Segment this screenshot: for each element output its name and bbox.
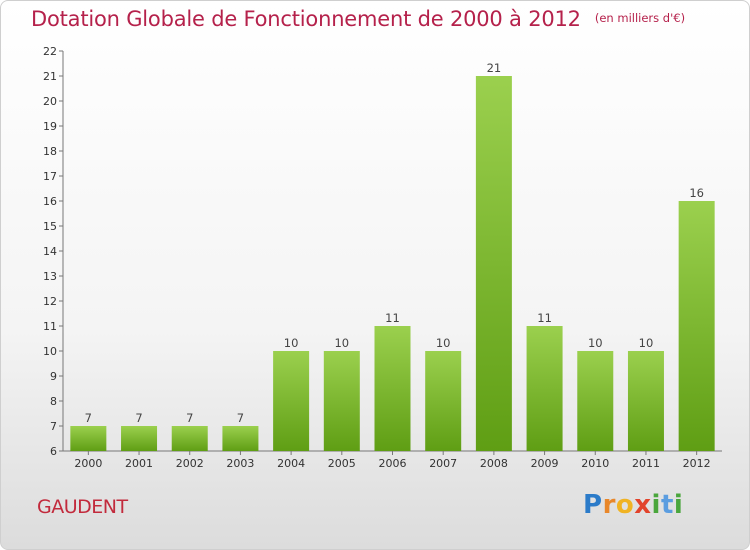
y-tick-label: 22 (43, 45, 57, 58)
title-unit: (en milliers d'€) (594, 11, 686, 25)
bar-value-label: 11 (385, 311, 400, 325)
y-tick-label: 13 (43, 270, 57, 283)
bar (425, 351, 462, 451)
bar-value-label: 10 (436, 336, 451, 350)
x-tick-label: 2012 (683, 457, 711, 470)
bar (526, 326, 563, 451)
bar (273, 351, 310, 451)
x-tick-label: 2003 (226, 457, 254, 470)
y-tick-label: 7 (50, 420, 57, 433)
x-tick-label: 2006 (379, 457, 407, 470)
y-tick-label: 14 (43, 245, 57, 258)
bar-value-label: 10 (284, 336, 299, 350)
y-tick-label: 20 (43, 95, 57, 108)
bar (121, 426, 158, 451)
logo-letter: o (615, 490, 635, 520)
x-tick-label: 2002 (176, 457, 204, 470)
x-tick-label: 2001 (125, 457, 153, 470)
x-tick-label: 2005 (328, 457, 356, 470)
bar-value-label: 7 (135, 411, 142, 425)
x-tick-label: 2011 (632, 457, 660, 470)
logo-letter: i (651, 490, 661, 520)
logo-letter: i (673, 490, 684, 520)
logo-letter: r (602, 490, 616, 520)
y-tick-label: 15 (43, 220, 57, 233)
logo-letter: P (583, 490, 603, 520)
y-tick-label: 21 (43, 70, 57, 83)
y-tick-label: 8 (50, 395, 57, 408)
bar-value-label: 10 (334, 336, 349, 350)
bar (627, 351, 664, 451)
title-text: Dotation Globale de Fonctionnement de 20… (31, 7, 581, 31)
data-labels: 7 7 7 7 10 10 11 10 21 11 10 10 16 (85, 61, 704, 425)
y-tick-label: 17 (43, 170, 57, 183)
bar-value-label: 7 (85, 411, 92, 425)
y-tick-label: 10 (43, 345, 57, 358)
x-tick-label: 2004 (277, 457, 305, 470)
bar-value-label: 7 (186, 411, 193, 425)
chart-title: Dotation Globale de Fonctionnement de 20… (31, 7, 685, 31)
bar (577, 351, 614, 451)
bar-value-label: 7 (237, 411, 244, 425)
bar-value-label: 11 (537, 311, 552, 325)
proxiti-logo: Proxiti (583, 490, 683, 520)
logo-letter: x (634, 490, 652, 520)
bar (323, 351, 360, 451)
bar-value-label: 16 (689, 186, 704, 200)
y-tick-label: 6 (50, 445, 57, 458)
y-tick-label: 12 (43, 295, 57, 308)
x-tick-label: 2000 (74, 457, 102, 470)
bar (171, 426, 208, 451)
bars (70, 76, 715, 451)
x-tick-label: 2008 (480, 457, 508, 470)
y-tick-label: 18 (43, 145, 57, 158)
axes: 6 7 8 9 10 11 12 13 14 15 16 17 18 19 20 21 22 2000 2001 20… (43, 45, 722, 470)
y-tick-label: 11 (43, 320, 57, 333)
bar-value-label: 21 (487, 61, 502, 75)
x-tick-label: 2010 (581, 457, 609, 470)
y-tick-label: 9 (50, 370, 57, 383)
bar-value-label: 10 (588, 336, 603, 350)
x-tick-label: 2009 (531, 457, 559, 470)
bar (374, 326, 411, 451)
bar (475, 76, 512, 451)
commune-name: GAUDENT (37, 496, 128, 518)
bar (678, 201, 715, 451)
y-tick-label: 16 (43, 195, 57, 208)
bar (222, 426, 259, 451)
y-tick-label: 19 (43, 120, 57, 133)
bar-value-label: 10 (639, 336, 654, 350)
logo-letter: t (660, 490, 674, 520)
bar (70, 426, 107, 451)
x-tick-label: 2007 (429, 457, 457, 470)
